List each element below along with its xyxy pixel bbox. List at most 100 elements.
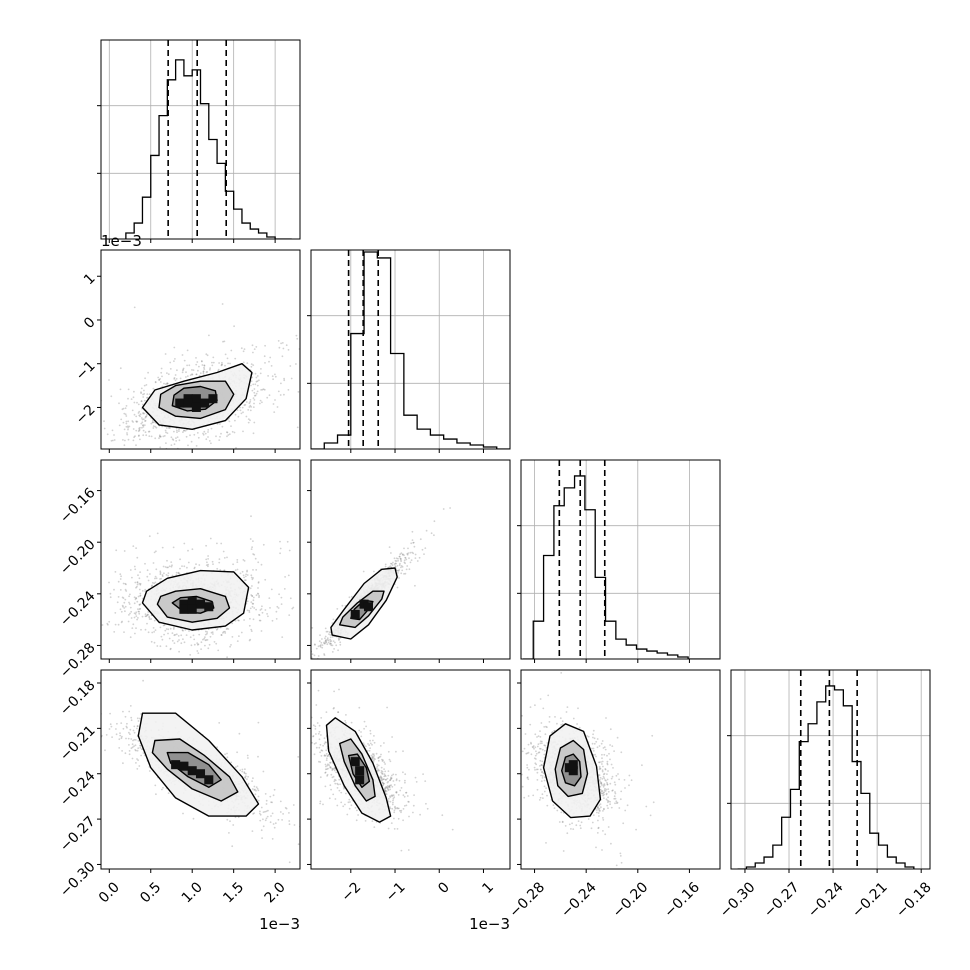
sample-point <box>401 553 404 556</box>
sample-point <box>240 631 243 634</box>
sample-point <box>144 416 147 419</box>
density-cell-4 <box>208 394 218 404</box>
sample-point <box>254 557 257 560</box>
sample-point <box>171 639 174 642</box>
density-cell-2 <box>195 599 206 609</box>
sample-point <box>234 619 237 622</box>
sample-point <box>211 361 213 364</box>
sample-point <box>258 613 260 616</box>
sample-point <box>216 423 219 425</box>
sample-point <box>236 559 239 561</box>
sample-point <box>243 348 246 350</box>
sample-point <box>217 368 220 371</box>
sample-point <box>148 770 151 772</box>
sample-point <box>144 420 146 422</box>
sample-point <box>328 633 330 635</box>
sample-point <box>152 427 155 429</box>
sample-point <box>200 641 203 644</box>
sample-point <box>395 560 398 562</box>
sample-point <box>194 466 196 468</box>
sample-point <box>154 437 157 440</box>
sample-point <box>167 373 170 376</box>
sample-point <box>108 581 110 584</box>
sample-point <box>204 644 206 647</box>
sample-point <box>123 601 126 604</box>
sample-point <box>133 725 136 728</box>
sample-point <box>120 418 123 421</box>
sample-point <box>414 553 417 556</box>
sample-point <box>133 306 136 309</box>
sample-point <box>171 564 173 567</box>
sample-point <box>155 426 158 429</box>
sample-point <box>176 640 179 643</box>
sample-point <box>260 368 262 370</box>
sample-point <box>188 630 190 632</box>
sample-point <box>146 622 148 625</box>
sample-point <box>289 365 292 367</box>
sample-point <box>255 608 257 611</box>
sample-point <box>404 572 407 575</box>
sample-point <box>111 429 114 432</box>
sample-point <box>126 432 128 434</box>
sample-point <box>140 417 143 419</box>
sample-point <box>144 562 146 565</box>
sample-point <box>206 639 209 641</box>
sample-point <box>276 406 279 408</box>
sample-point <box>261 605 263 608</box>
sample-point <box>134 598 137 601</box>
sample-point <box>121 620 123 623</box>
sample-point <box>300 650 302 652</box>
sample-point <box>421 548 424 551</box>
sample-point <box>252 618 255 621</box>
sample-point <box>146 396 149 399</box>
sample-point <box>176 431 178 434</box>
sample-point <box>203 364 206 367</box>
sample-point <box>139 603 142 606</box>
sample-point <box>138 428 141 431</box>
sample-point <box>317 584 319 586</box>
sample-point <box>240 412 243 415</box>
sample-point <box>159 570 162 573</box>
sample-point <box>187 444 189 447</box>
sample-point <box>243 576 246 579</box>
sample-point <box>327 641 330 644</box>
sample-point <box>252 602 255 605</box>
sample-point <box>158 379 160 381</box>
sample-point <box>281 342 284 344</box>
sample-point <box>142 426 145 428</box>
sample-point <box>206 354 209 357</box>
sample-point <box>199 372 202 375</box>
sample-point <box>131 409 134 412</box>
sample-point <box>186 364 189 367</box>
sample-point <box>321 644 324 646</box>
sample-point <box>373 570 375 573</box>
sample-point <box>177 635 180 637</box>
sample-point <box>152 425 155 427</box>
sample-point <box>162 786 164 789</box>
sample-point <box>259 402 261 405</box>
sample-point <box>249 587 252 590</box>
sample-point <box>76 578 78 580</box>
sample-point <box>397 572 399 574</box>
panel-scatter-1-0-content <box>101 303 323 468</box>
sample-point <box>148 393 151 395</box>
sample-point <box>433 520 436 523</box>
sample-point <box>314 594 316 596</box>
sample-point <box>154 381 157 384</box>
sample-point <box>159 435 162 438</box>
sample-point <box>125 590 128 592</box>
sample-point <box>203 364 206 367</box>
sample-point <box>258 379 260 382</box>
sample-point <box>222 632 224 634</box>
sample-point <box>154 425 157 428</box>
sample-point <box>178 430 180 432</box>
sample-point <box>205 438 208 441</box>
sample-point <box>125 425 128 428</box>
sample-point <box>311 653 314 656</box>
sample-point <box>205 371 208 374</box>
sample-point <box>178 428 180 431</box>
sample-point <box>254 394 257 397</box>
density-cell-2 <box>363 602 374 612</box>
sample-point <box>321 313 323 315</box>
sample-point <box>323 641 325 644</box>
